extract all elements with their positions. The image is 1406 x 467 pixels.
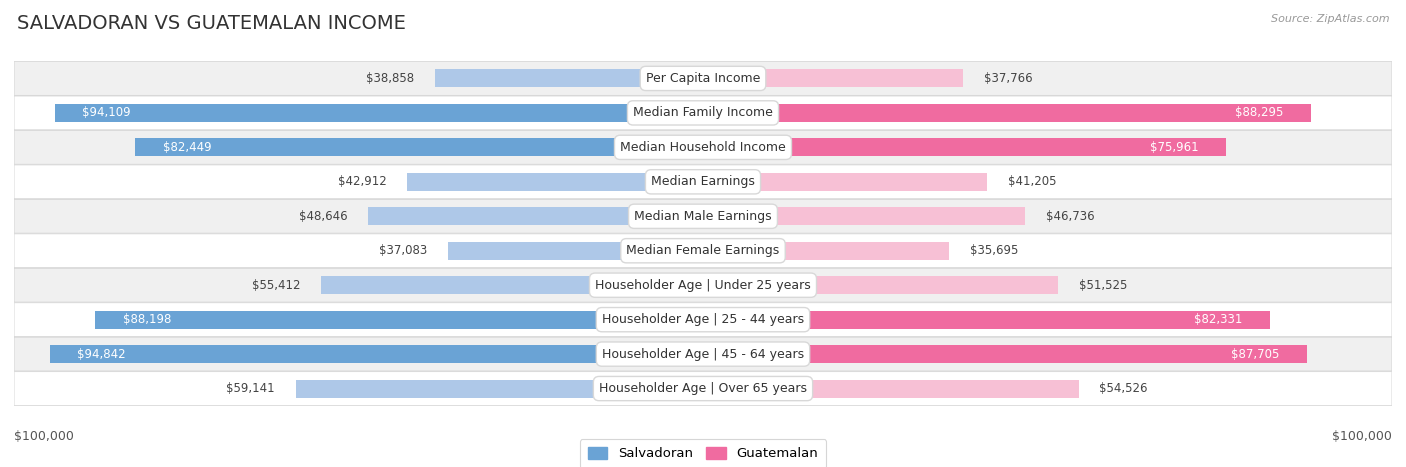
Text: $87,705: $87,705 xyxy=(1232,347,1279,361)
Text: $42,912: $42,912 xyxy=(337,175,387,188)
Bar xyxy=(436,70,703,87)
Bar xyxy=(55,104,703,122)
Bar xyxy=(96,311,703,329)
Bar xyxy=(703,70,963,87)
Text: Median Earnings: Median Earnings xyxy=(651,175,755,188)
FancyBboxPatch shape xyxy=(14,62,1392,95)
Text: $46,736: $46,736 xyxy=(1046,210,1094,223)
Text: Householder Age | Under 25 years: Householder Age | Under 25 years xyxy=(595,279,811,292)
Bar xyxy=(703,380,1078,397)
Text: Householder Age | 25 - 44 years: Householder Age | 25 - 44 years xyxy=(602,313,804,326)
Text: $55,412: $55,412 xyxy=(252,279,301,292)
Legend: Salvadoran, Guatemalan: Salvadoran, Guatemalan xyxy=(579,439,827,467)
Bar xyxy=(135,138,703,156)
Text: Median Household Income: Median Household Income xyxy=(620,141,786,154)
Text: $88,198: $88,198 xyxy=(122,313,172,326)
Bar xyxy=(295,380,703,397)
Text: $94,109: $94,109 xyxy=(82,106,131,120)
Text: $51,525: $51,525 xyxy=(1078,279,1128,292)
Bar xyxy=(703,345,1308,363)
Bar xyxy=(703,207,1025,225)
Bar xyxy=(368,207,703,225)
Text: Median Family Income: Median Family Income xyxy=(633,106,773,120)
Bar xyxy=(703,173,987,191)
Bar xyxy=(703,104,1312,122)
Text: $59,141: $59,141 xyxy=(226,382,276,395)
Bar xyxy=(703,311,1270,329)
FancyBboxPatch shape xyxy=(14,303,1392,337)
Text: $37,766: $37,766 xyxy=(984,72,1032,85)
FancyBboxPatch shape xyxy=(14,234,1392,268)
Bar xyxy=(408,173,703,191)
Text: $82,449: $82,449 xyxy=(163,141,211,154)
Text: $35,695: $35,695 xyxy=(970,244,1018,257)
Text: $48,646: $48,646 xyxy=(298,210,347,223)
Text: $38,858: $38,858 xyxy=(367,72,415,85)
Text: $88,295: $88,295 xyxy=(1236,106,1284,120)
Text: Median Female Earnings: Median Female Earnings xyxy=(627,244,779,257)
FancyBboxPatch shape xyxy=(14,165,1392,198)
Text: Median Male Earnings: Median Male Earnings xyxy=(634,210,772,223)
FancyBboxPatch shape xyxy=(14,199,1392,233)
Text: $82,331: $82,331 xyxy=(1194,313,1243,326)
Text: $41,205: $41,205 xyxy=(1008,175,1056,188)
Bar xyxy=(49,345,703,363)
FancyBboxPatch shape xyxy=(14,372,1392,405)
FancyBboxPatch shape xyxy=(14,96,1392,130)
Bar xyxy=(703,276,1057,294)
Text: $75,961: $75,961 xyxy=(1150,141,1199,154)
FancyBboxPatch shape xyxy=(14,269,1392,302)
Text: $100,000: $100,000 xyxy=(14,430,75,443)
Text: $54,526: $54,526 xyxy=(1099,382,1147,395)
Text: $94,842: $94,842 xyxy=(77,347,125,361)
Bar xyxy=(447,242,703,260)
Text: SALVADORAN VS GUATEMALAN INCOME: SALVADORAN VS GUATEMALAN INCOME xyxy=(17,14,406,33)
Text: Source: ZipAtlas.com: Source: ZipAtlas.com xyxy=(1271,14,1389,24)
Bar xyxy=(321,276,703,294)
Text: Per Capita Income: Per Capita Income xyxy=(645,72,761,85)
Bar xyxy=(703,242,949,260)
Text: $100,000: $100,000 xyxy=(1331,430,1392,443)
Text: Householder Age | 45 - 64 years: Householder Age | 45 - 64 years xyxy=(602,347,804,361)
FancyBboxPatch shape xyxy=(14,337,1392,371)
FancyBboxPatch shape xyxy=(14,130,1392,164)
Text: $37,083: $37,083 xyxy=(378,244,427,257)
Text: Householder Age | Over 65 years: Householder Age | Over 65 years xyxy=(599,382,807,395)
Bar xyxy=(703,138,1226,156)
